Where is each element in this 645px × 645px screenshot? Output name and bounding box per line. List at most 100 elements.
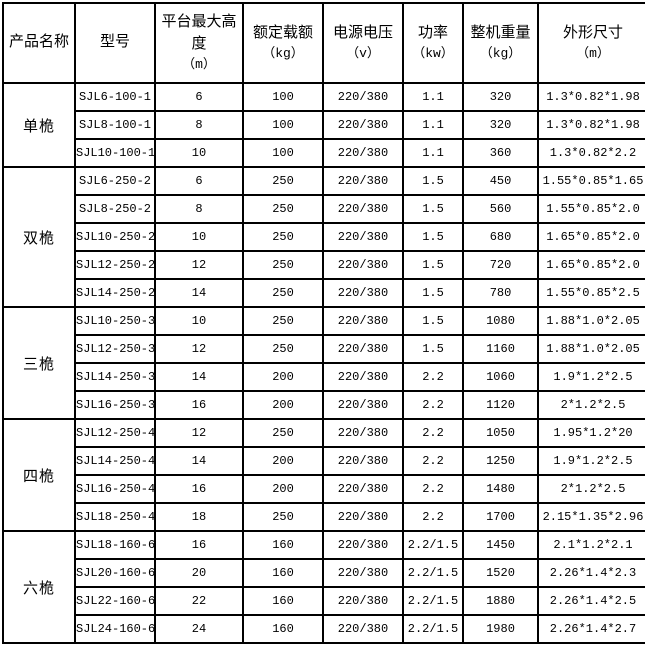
weight-cell: 1880 — [462, 586, 539, 616]
voltage-cell: 220/380 — [322, 530, 404, 560]
voltage-cell: 220/380 — [322, 446, 404, 476]
header-unit: （v） — [346, 45, 380, 61]
voltage-cell: 220/380 — [322, 306, 404, 336]
header-cell-rated-load: 额定载额 （kg） — [242, 2, 324, 84]
weight-cell: 1080 — [462, 306, 539, 336]
load-cell: 200 — [242, 474, 324, 504]
power-cell: 2.2 — [402, 502, 464, 532]
table-row: SJL14-250-3 14 200 220/380 2.2 1060 1.9*1.2*2.… — [3, 362, 645, 392]
power-cell: 2.2 — [402, 446, 464, 476]
model-cell: SJL8-100-1 — [74, 110, 156, 140]
header-label: 整机重量 — [470, 25, 531, 43]
power-cell: 2.2 — [402, 418, 464, 448]
load-cell: 100 — [242, 82, 324, 112]
height-cell: 8 — [154, 110, 244, 140]
load-cell: 100 — [242, 138, 324, 168]
table-header: 产品名称 型号 平台最大高度 （m） 额定载额 （kg） 电源电压 （v） 功率 （kw） 整机重量… — [2, 2, 645, 84]
load-cell: 160 — [242, 558, 324, 588]
header-row: 产品名称 型号 平台最大高度 （m） 额定载额 （kg） 电源电压 （v） 功率 （kw） 整机重量… — [2, 2, 645, 84]
weight-cell: 320 — [462, 110, 539, 140]
power-cell: 1.5 — [402, 222, 464, 252]
load-cell: 250 — [242, 194, 324, 224]
model-cell: SJL10-250-2 — [74, 222, 156, 252]
load-cell: 200 — [242, 390, 324, 420]
dimensions-cell: 1.55*0.85*1.65 — [537, 166, 645, 196]
header-cell-power: 功率 （kw） — [402, 2, 464, 84]
table-body: 单桅 SJL6-100-1 6 100 220/380 1.1 320 1.3*0.82*1.… — [2, 82, 645, 644]
model-cell: SJL22-160-6 — [74, 586, 156, 616]
model-cell: SJL14-250-2 — [74, 278, 156, 308]
table-row: 单桅 SJL6-100-1 6 100 220/380 1.1 320 1.3*0.82*1.… — [2, 82, 645, 168]
weight-cell: 1120 — [462, 390, 539, 420]
power-cell: 1.5 — [402, 278, 464, 308]
header-label: 功率 — [417, 25, 448, 43]
load-cell: 160 — [242, 530, 324, 560]
header-unit: （m） — [576, 45, 610, 61]
product-group-cell: 六桅 — [2, 530, 76, 644]
power-cell: 1.1 — [402, 110, 464, 140]
table-row: 三桅 SJL10-250-3 10 250 220/380 1.5 1080 1.88*1.0… — [2, 306, 645, 420]
load-cell: 250 — [242, 334, 324, 364]
weight-cell: 780 — [462, 278, 539, 308]
header-cell-model: 型号 — [74, 2, 156, 84]
header-cell-max-platform-height: 平台最大高度 （m） — [154, 2, 244, 84]
dimensions-cell: 2.26*1.4*2.7 — [537, 614, 645, 644]
weight-cell: 450 — [462, 166, 539, 196]
voltage-cell: 220/380 — [322, 474, 404, 504]
model-cell: SJL12-250-2 — [74, 250, 156, 280]
power-cell: 1.5 — [402, 250, 464, 280]
height-cell: 16 — [154, 530, 244, 560]
voltage-cell: 220/380 — [322, 334, 404, 364]
load-cell: 250 — [242, 502, 324, 532]
voltage-cell: 220/380 — [322, 82, 404, 112]
dimensions-cell: 1.9*1.2*2.5 — [537, 362, 645, 392]
header-label: 外形尺寸 — [562, 25, 623, 43]
dimensions-cell: 1.55*0.85*2.5 — [537, 278, 645, 308]
voltage-cell: 220/380 — [322, 278, 404, 308]
load-cell: 250 — [242, 418, 324, 448]
weight-cell: 1250 — [462, 446, 539, 476]
load-cell: 200 — [242, 362, 324, 392]
table-row: 四桅 SJL12-250-4 12 250 220/380 2.2 1050 1.95*1.2… — [2, 418, 645, 532]
model-cell: SJL14-250-4 — [74, 446, 156, 476]
power-cell: 2.2 — [402, 362, 464, 392]
power-cell: 2.2/1.5 — [402, 614, 464, 644]
dimensions-cell: 1.65*0.85*2.0 — [537, 222, 645, 252]
header-unit: （m） — [182, 56, 216, 72]
power-cell: 2.2 — [402, 390, 464, 420]
table-row: 双桅 SJL6-250-2 6 250 220/380 1.5 450 1.55*0.85*1… — [2, 166, 645, 308]
weight-cell: 560 — [462, 194, 539, 224]
voltage-cell: 220/380 — [322, 166, 404, 196]
table-row: SJL8-250-2 8 250 220/380 1.5 560 1.55*0.85*2.0 — [3, 194, 645, 224]
dimensions-cell: 1.3*0.82*1.98 — [537, 82, 645, 112]
power-cell: 1.1 — [402, 82, 464, 112]
voltage-cell: 220/380 — [322, 502, 404, 532]
header-cell-power-voltage: 电源电压 （v） — [322, 2, 404, 84]
height-cell: 8 — [154, 194, 244, 224]
height-cell: 12 — [154, 418, 244, 448]
voltage-cell: 220/380 — [322, 362, 404, 392]
load-cell: 250 — [242, 250, 324, 280]
height-cell: 12 — [154, 334, 244, 364]
height-cell: 14 — [154, 446, 244, 476]
header-label: 额定载额 — [252, 25, 313, 43]
power-cell: 1.5 — [402, 306, 464, 336]
dimensions-cell: 2.1*1.2*2.1 — [537, 530, 645, 560]
voltage-cell: 220/380 — [322, 194, 404, 224]
dimensions-cell: 2*1.2*2.5 — [537, 390, 645, 420]
model-cell: SJL16-250-4 — [74, 474, 156, 504]
product-group-cell: 三桅 — [2, 306, 76, 420]
header-unit: （kw） — [412, 45, 454, 61]
product-group-cell: 四桅 — [2, 418, 76, 532]
model-cell: SJL24-160-6 — [74, 614, 156, 644]
model-cell: SJL18-160-6 — [74, 530, 156, 560]
model-cell: SJL10-250-3 — [74, 306, 156, 336]
load-cell: 160 — [242, 614, 324, 644]
model-cell: SJL12-250-3 — [74, 334, 156, 364]
header-label: 型号 — [99, 34, 130, 52]
table-row: SJL22-160-6 22 160 220/380 2.2/1.5 1880 2.26*1… — [3, 586, 645, 616]
voltage-cell: 220/380 — [322, 390, 404, 420]
voltage-cell: 220/380 — [322, 110, 404, 140]
header-label: 平台最大高度 — [161, 14, 237, 53]
